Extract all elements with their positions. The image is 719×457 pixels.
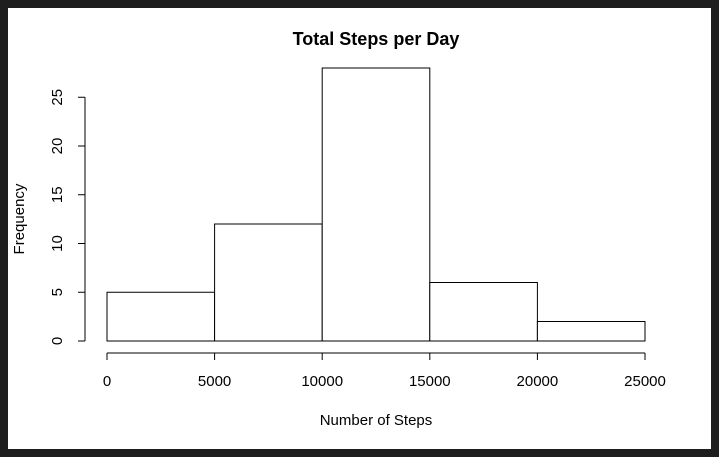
histogram-bar (106, 291, 216, 342)
y-tick-label: 10 (49, 235, 66, 252)
y-tick-label: 25 (49, 89, 66, 106)
histogram-bar (536, 321, 646, 342)
histogram-bar (429, 282, 538, 342)
histogram-bar (214, 223, 323, 342)
x-tick-label: 15000 (409, 373, 451, 390)
x-tick-label: 5000 (198, 373, 231, 390)
y-tick-label: 20 (49, 138, 66, 155)
y-tick-label: 5 (49, 288, 66, 296)
y-tick-label: 15 (49, 186, 66, 203)
histogram-bar (321, 67, 431, 342)
y-tick-label: 0 (49, 337, 66, 345)
y-axis-label: Frequency (11, 183, 28, 254)
x-tick-label: 10000 (301, 373, 343, 390)
x-tick-label: 20000 (517, 373, 559, 390)
x-axis-label: Number of Steps (320, 412, 433, 429)
x-tick-label: 0 (103, 373, 111, 390)
x-tick-label: 25000 (624, 373, 666, 390)
chart-title: Total Steps per Day (293, 29, 460, 49)
